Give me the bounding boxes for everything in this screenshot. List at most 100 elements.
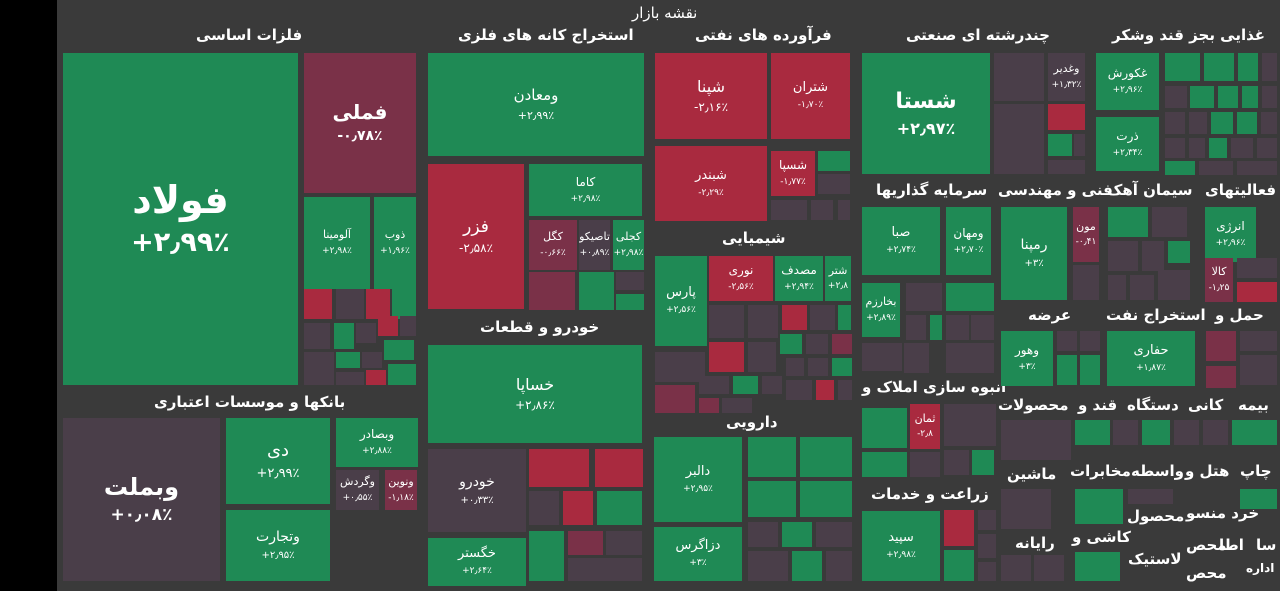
treemap-cell[interactable] <box>616 294 644 310</box>
treemap-cell[interactable] <box>366 289 390 319</box>
treemap-cell[interactable] <box>944 550 974 581</box>
treemap-cell[interactable] <box>1237 282 1277 302</box>
tile-22[interactable]: نوری -۲٫۵۶٪ <box>709 256 773 301</box>
treemap-cell[interactable] <box>1165 161 1195 175</box>
treemap-cell[interactable] <box>1073 265 1099 300</box>
treemap-cell[interactable] <box>616 272 644 290</box>
treemap-cell[interactable] <box>811 200 833 220</box>
treemap-cell[interactable] <box>1048 134 1072 156</box>
treemap-cell[interactable] <box>1203 420 1228 445</box>
treemap-cell[interactable] <box>597 491 642 525</box>
treemap-cell[interactable] <box>838 380 852 400</box>
treemap-cell[interactable] <box>400 316 416 336</box>
treemap-cell[interactable] <box>606 531 642 555</box>
tile-20[interactable]: خگستر +۲٫۶۴٪ <box>428 538 526 586</box>
treemap-cell[interactable] <box>378 316 398 336</box>
treemap-cell[interactable] <box>595 449 643 487</box>
treemap-cell[interactable] <box>1165 53 1200 81</box>
treemap-cell[interactable] <box>1237 112 1257 134</box>
tile-34[interactable]: وتجارت +۲٫۹۵٪ <box>226 510 330 581</box>
treemap-cell[interactable] <box>904 343 929 373</box>
treemap-cell[interactable] <box>1108 241 1138 271</box>
treemap-cell[interactable] <box>1257 138 1277 158</box>
treemap-cell[interactable] <box>563 491 593 525</box>
treemap-cell[interactable] <box>1001 555 1031 581</box>
treemap-cell[interactable] <box>733 376 758 394</box>
treemap-cell[interactable] <box>994 53 1044 101</box>
treemap-cell[interactable] <box>910 452 940 477</box>
treemap-cell[interactable] <box>388 364 416 385</box>
tile-31[interactable]: کالا -۱٫۲۵ <box>1205 258 1233 302</box>
treemap-cell[interactable] <box>994 104 1044 174</box>
treemap-cell[interactable] <box>786 358 804 376</box>
treemap-cell[interactable] <box>334 323 354 349</box>
tile-27[interactable]: بخارزم +۲٫۸۹٪ <box>862 283 900 337</box>
treemap-cell[interactable] <box>1165 138 1185 158</box>
treemap-cell[interactable] <box>384 340 414 360</box>
tile-0[interactable]: فولاد +۲٫۹۹٪ <box>63 53 298 385</box>
treemap-cell[interactable] <box>1262 53 1277 81</box>
treemap-cell[interactable] <box>946 343 994 373</box>
treemap-cell[interactable] <box>1168 241 1190 263</box>
tile-12[interactable]: شبندر -۲٫۲۹٪ <box>655 146 767 221</box>
treemap-cell[interactable] <box>832 358 852 376</box>
treemap-cell[interactable] <box>1231 138 1253 158</box>
treemap-cell[interactable] <box>1240 355 1277 385</box>
treemap-cell[interactable] <box>709 342 744 372</box>
treemap-cell[interactable] <box>838 200 850 220</box>
treemap-cell[interactable] <box>336 372 364 385</box>
tile-33[interactable]: دی +۲٫۹۹٪ <box>226 418 330 504</box>
treemap-cell[interactable] <box>392 289 416 319</box>
tile-13[interactable]: شسپا -۱٫۷۷٪ <box>771 151 815 196</box>
treemap-cell[interactable] <box>1165 112 1185 134</box>
tile-9[interactable]: کجلی +۲٫۹۸٪ <box>613 220 644 270</box>
treemap-cell[interactable] <box>304 352 334 385</box>
treemap-cell[interactable] <box>699 376 729 394</box>
treemap-cell[interactable] <box>944 450 969 475</box>
treemap-cell[interactable] <box>780 334 802 354</box>
tile-38[interactable]: وهور +۳٪ <box>1001 331 1053 386</box>
treemap-cell[interactable] <box>362 352 382 368</box>
treemap-cell[interactable] <box>906 315 926 340</box>
treemap-cell[interactable] <box>832 334 852 354</box>
treemap-cell[interactable] <box>366 370 386 385</box>
treemap-cell[interactable] <box>748 551 788 581</box>
treemap-cell[interactable] <box>579 272 614 310</box>
treemap-cell[interactable] <box>1232 420 1277 445</box>
treemap-cell[interactable] <box>816 380 834 400</box>
treemap-cell[interactable] <box>748 342 776 372</box>
treemap-cell[interactable] <box>1240 489 1277 509</box>
tile-2[interactable]: آلومینا +۲٫۹۸٪ <box>304 197 370 289</box>
treemap-cell[interactable] <box>862 452 907 477</box>
tile-23[interactable]: مصدف +۲٫۹۴٪ <box>775 256 823 301</box>
treemap-cell[interactable] <box>336 289 364 319</box>
treemap-cell[interactable] <box>1080 331 1100 351</box>
treemap-cell[interactable] <box>862 408 907 448</box>
treemap-cell[interactable] <box>972 450 994 475</box>
tile-4[interactable]: ومعادن +۲٫۹۹٪ <box>428 53 644 156</box>
treemap-cell[interactable] <box>946 283 994 311</box>
tile-15[interactable]: وغدیر +۱٫۳۲٪ <box>1048 53 1085 101</box>
treemap-cell[interactable] <box>748 437 796 477</box>
tile-10[interactable]: شپنا -۲٫۱۶٪ <box>655 53 767 139</box>
tile-30[interactable]: انرژی +۲٫۹۶٪ <box>1205 207 1256 262</box>
tile-36[interactable]: وگردش +۰٫۵۵٪ <box>336 470 379 510</box>
treemap-cell[interactable] <box>529 531 564 581</box>
tile-16[interactable]: غکورش +۲٫۹۶٪ <box>1096 53 1159 110</box>
treemap-cell[interactable] <box>800 481 852 517</box>
treemap-cell[interactable] <box>1130 275 1154 300</box>
treemap-cell[interactable] <box>826 551 852 581</box>
treemap-cell[interactable] <box>1189 138 1205 158</box>
treemap-cell[interactable] <box>1057 355 1077 385</box>
treemap-cell[interactable] <box>944 404 996 446</box>
treemap-cell[interactable] <box>1174 420 1199 445</box>
treemap-cell[interactable] <box>782 522 812 547</box>
treemap-cell[interactable] <box>946 315 969 340</box>
treemap-cell[interactable] <box>1199 161 1233 175</box>
treemap-cell[interactable] <box>1262 86 1277 108</box>
treemap-cell[interactable] <box>1075 420 1110 445</box>
treemap-cell[interactable] <box>810 305 835 330</box>
treemap-cell[interactable] <box>1048 104 1085 130</box>
treemap-cell[interactable] <box>1237 258 1277 278</box>
treemap-cell[interactable] <box>978 510 996 530</box>
